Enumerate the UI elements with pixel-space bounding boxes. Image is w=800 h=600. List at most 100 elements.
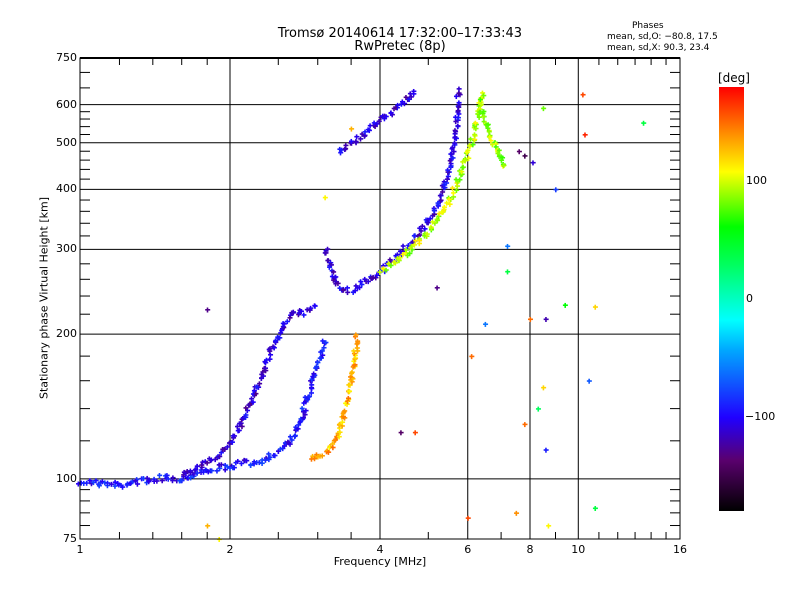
echo-point bbox=[456, 90, 462, 96]
colorbar-tick-label: 100 bbox=[746, 174, 767, 188]
echo-mark-v bbox=[349, 377, 352, 383]
echo-mark-v bbox=[431, 219, 434, 225]
echo-mark-v bbox=[185, 471, 187, 477]
echo-point bbox=[306, 394, 312, 400]
echo-point bbox=[133, 478, 139, 484]
echo-mark-v bbox=[483, 119, 485, 125]
echo-point bbox=[412, 430, 418, 436]
echo-mark-v bbox=[477, 100, 480, 106]
echo-mark-v bbox=[324, 340, 327, 346]
echo-point bbox=[472, 123, 478, 129]
echo-point bbox=[425, 220, 431, 226]
echo-mark-v bbox=[350, 371, 353, 377]
echo-point bbox=[320, 352, 326, 358]
echo-point bbox=[357, 285, 363, 291]
echo-mark-v bbox=[352, 348, 355, 354]
echo-mark-v bbox=[304, 395, 306, 401]
echo-point bbox=[397, 248, 403, 254]
echo-mark-v bbox=[182, 472, 185, 478]
echo-point bbox=[348, 374, 354, 380]
echo-point bbox=[440, 189, 446, 195]
echo-mark-v bbox=[545, 447, 547, 453]
echo-mark-v bbox=[338, 425, 341, 431]
stats-x-mode: mean, sd,X: 90.3, 23.4 bbox=[607, 43, 710, 53]
echo-point bbox=[270, 344, 276, 350]
echo-mark-v bbox=[242, 415, 244, 421]
echo-point bbox=[276, 448, 282, 454]
echo-mark-v bbox=[400, 101, 403, 107]
echo-mark-v bbox=[320, 355, 323, 361]
echo-mark-v bbox=[410, 240, 413, 246]
echo-point bbox=[336, 434, 342, 440]
echo-mark-v bbox=[231, 439, 234, 445]
echo-point bbox=[406, 243, 412, 249]
echo-mark-v bbox=[414, 238, 417, 244]
echo-point bbox=[299, 406, 305, 412]
echo-point bbox=[453, 119, 459, 125]
echo-points bbox=[76, 86, 647, 542]
echo-point bbox=[400, 243, 406, 249]
echo-mark-v bbox=[542, 106, 545, 112]
echo-point bbox=[457, 177, 463, 183]
echo-point bbox=[398, 430, 404, 436]
echo-mark-v bbox=[439, 193, 441, 199]
echo-mark-v bbox=[106, 480, 109, 486]
echo-mark-v bbox=[129, 480, 132, 486]
chart-subtitle: RwPretec (8p) bbox=[354, 39, 446, 54]
echo-mark-v bbox=[230, 463, 233, 469]
echo-point bbox=[437, 193, 443, 199]
echo-point bbox=[456, 100, 462, 106]
echo-mark-v bbox=[458, 100, 460, 106]
echo-point bbox=[417, 225, 423, 231]
echo-mark-v bbox=[474, 120, 477, 126]
echo-mark-v bbox=[356, 345, 358, 351]
echo-mark-v bbox=[342, 414, 345, 420]
echo-point bbox=[435, 218, 441, 224]
echo-point bbox=[371, 120, 377, 126]
echo-mark-v bbox=[450, 161, 452, 167]
echo-mark-v bbox=[196, 464, 198, 470]
echo-point bbox=[271, 345, 277, 351]
echo-point bbox=[251, 388, 257, 394]
colorbar bbox=[719, 87, 744, 511]
echo-point bbox=[174, 478, 180, 484]
echo-mark-v bbox=[482, 93, 485, 99]
echo-mark-v bbox=[269, 352, 272, 358]
echo-mark-v bbox=[349, 374, 352, 380]
echo-point bbox=[586, 378, 592, 384]
echo-point bbox=[345, 395, 351, 401]
echo-point bbox=[430, 213, 436, 219]
echo-point bbox=[434, 285, 440, 291]
echo-mark-v bbox=[412, 88, 415, 94]
echo-point bbox=[447, 201, 453, 207]
echo-point bbox=[462, 158, 468, 164]
echo-mark-v bbox=[292, 309, 295, 315]
echo-mark-v bbox=[479, 97, 482, 103]
echo-mark-v bbox=[412, 91, 415, 97]
echo-point bbox=[120, 484, 126, 490]
echo-mark-v bbox=[254, 391, 257, 397]
echo-mark-v bbox=[324, 195, 326, 201]
echo-mark-v bbox=[473, 137, 476, 143]
echo-mark-v bbox=[582, 92, 584, 98]
echo-point bbox=[287, 434, 293, 440]
echo-mark-v bbox=[321, 338, 324, 344]
echo-point bbox=[495, 151, 501, 157]
echo-mark-v bbox=[378, 118, 380, 124]
echo-mark-v bbox=[394, 260, 397, 266]
echo-point bbox=[348, 377, 354, 383]
echo-point bbox=[481, 114, 487, 120]
echo-point bbox=[412, 233, 418, 239]
echo-point bbox=[193, 467, 199, 473]
echo-point bbox=[257, 381, 263, 387]
echo-point bbox=[400, 252, 406, 258]
echo-mark-v bbox=[341, 419, 344, 425]
echo-point bbox=[493, 141, 499, 147]
echo-point bbox=[102, 480, 108, 486]
echo-point bbox=[405, 253, 411, 259]
echo-point bbox=[408, 94, 414, 100]
echo-point bbox=[422, 226, 428, 232]
echo-point bbox=[296, 422, 302, 428]
echo-point bbox=[393, 260, 399, 266]
echo-mark-v bbox=[542, 385, 545, 391]
